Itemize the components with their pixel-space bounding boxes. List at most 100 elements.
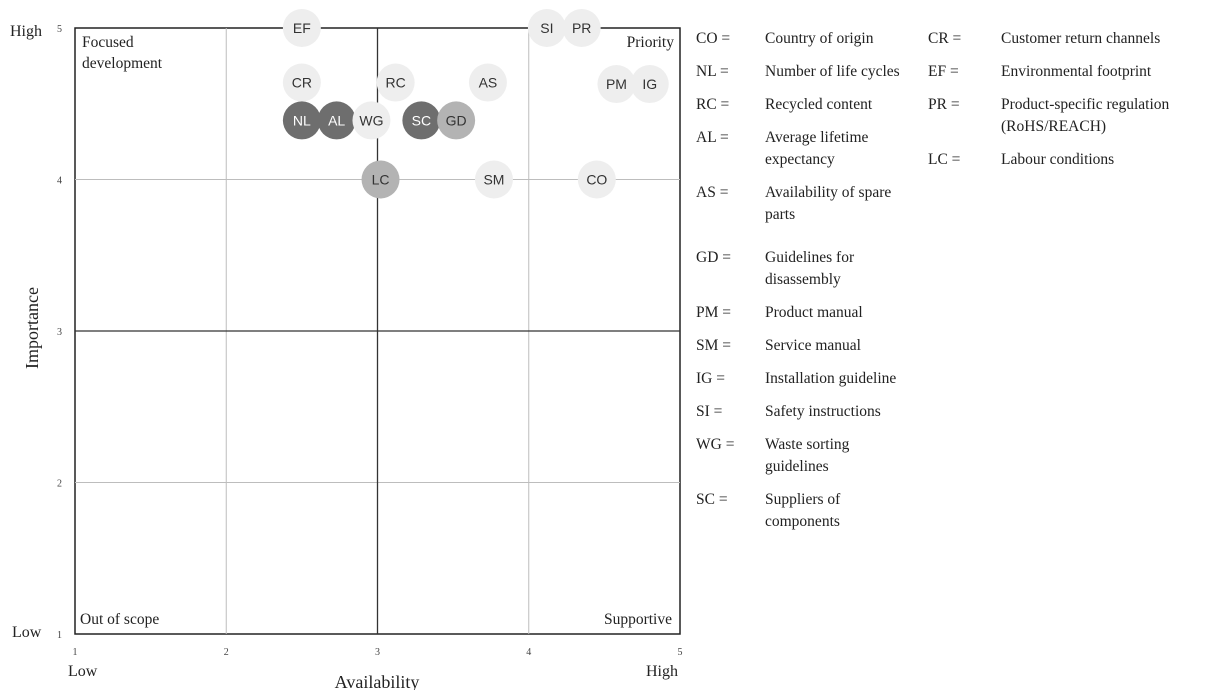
y-tick-label: 3 [57, 327, 62, 338]
y-tick-label: 1 [57, 630, 62, 641]
legend-code: SC = [696, 491, 728, 508]
data-point: PM [597, 65, 636, 104]
data-point: AS [468, 63, 507, 102]
legend-entry: WG = Waste sorting guidelines [696, 436, 850, 475]
data-point: WG [352, 101, 391, 140]
y-high-label: High [10, 23, 42, 40]
data-point-label: IG [642, 76, 657, 92]
data-point-marker [437, 101, 476, 140]
data-point-marker [361, 160, 400, 199]
quadrant-label-bottom-left: Out of scope [80, 611, 159, 628]
data-point-marker [352, 101, 391, 140]
legend-description: Suppliers of [765, 491, 841, 508]
data-point-marker [468, 63, 507, 102]
legend-description: Customer return channels [1001, 30, 1160, 47]
legend-description: Number of life cycles [765, 63, 900, 80]
legend-description: components [765, 513, 840, 530]
legend-code: GD = [696, 249, 731, 266]
data-point-marker [577, 160, 616, 199]
data-point-label: CR [292, 75, 312, 91]
legend-code: IG = [696, 370, 725, 387]
data-point-label: WG [359, 112, 383, 128]
quadrant-label-top-left-line2: development [82, 55, 163, 72]
legend-description: guidelines [765, 458, 829, 475]
legend-description: Service manual [765, 337, 861, 354]
legend-entry: IG = Installation guideline [696, 370, 896, 387]
legend-entry: CR = Customer return channels [928, 30, 1160, 47]
legend-description: Product-specific regulation [1001, 96, 1170, 113]
data-point-label: LC [372, 172, 390, 188]
data-point-label: CO [586, 172, 607, 188]
y-axis-ticks: 1 2 3 4 5 [57, 24, 62, 641]
x-tick-label: 5 [678, 647, 683, 658]
legend-code: WG = [696, 436, 734, 453]
data-point-marker [630, 65, 669, 104]
data-point: PR [562, 9, 601, 47]
quadrant-label-bottom-right: Supportive [604, 611, 672, 628]
legend-entry: SM = Service manual [696, 337, 861, 354]
legend-code: CO = [696, 30, 730, 47]
data-point-label: GD [446, 112, 467, 128]
legend-entry: AL = Average lifetime expectancy [696, 129, 869, 168]
legend-entry: SC = Suppliers of components [696, 491, 841, 530]
legend-code: PR = [928, 96, 960, 113]
legend-entry: RC = Recycled content [696, 96, 873, 113]
data-point: SC [402, 101, 441, 140]
legend-entry: NL = Number of life cycles [696, 63, 900, 80]
data-point-label: SI [540, 20, 553, 36]
data-point: RC [376, 63, 415, 102]
data-point-marker [562, 9, 601, 47]
data-point: SI [527, 9, 566, 47]
legend-description: Recycled content [765, 96, 873, 113]
x-axis-title: Availability [335, 672, 420, 690]
legend-entry: GD = Guidelines for disassembly [696, 249, 855, 288]
legend-description: Country of origin [765, 30, 874, 47]
data-point: EF [282, 9, 321, 47]
data-point-label: NL [293, 112, 311, 128]
legend-entry: AS = Availability of spare parts [696, 184, 891, 223]
legend-entry: LC = Labour conditions [928, 151, 1114, 168]
data-point-marker [474, 160, 513, 199]
legend-code: SM = [696, 337, 731, 354]
x-low-label: Low [68, 663, 98, 680]
legend-description: Waste sorting [765, 436, 850, 453]
legend: CO = Country of origin NL = Number of life … [696, 30, 1170, 530]
legend-description: parts [765, 206, 795, 223]
legend-description: Labour conditions [1001, 151, 1114, 168]
data-point: IG [630, 65, 669, 104]
legend-description: Availability of spare [765, 184, 891, 201]
legend-description: Average lifetime [765, 129, 869, 146]
data-point-label: AS [479, 75, 498, 91]
legend-code: AS = [696, 184, 728, 201]
legend-description: (RoHS/REACH) [1001, 118, 1106, 135]
x-tick-label: 1 [73, 647, 78, 658]
data-point: SM [474, 160, 513, 199]
legend-description: disassembly [765, 271, 841, 288]
x-tick-label: 3 [375, 647, 380, 658]
legend-entry: SI = Safety instructions [696, 403, 881, 420]
y-low-label: Low [12, 624, 42, 641]
data-point-marker [282, 101, 321, 140]
data-point: LC [361, 160, 400, 199]
y-tick-label: 4 [57, 176, 62, 187]
legend-code: LC = [928, 151, 960, 168]
quadrant-label-top-left-line1: Focused [82, 34, 134, 51]
legend-entry: PM = Product manual [696, 304, 863, 321]
x-tick-label: 2 [224, 647, 229, 658]
data-point: GD [437, 101, 476, 140]
data-point-marker [376, 63, 415, 102]
data-point-marker [402, 101, 441, 140]
legend-code: CR = [928, 30, 961, 47]
data-points: EF SI PR CR RC AS PM IG NL AL WG SC GD LC SM CO [282, 9, 669, 199]
data-point-label: SC [412, 112, 431, 128]
legend-code: PM = [696, 304, 731, 321]
data-point-label: RC [386, 75, 406, 91]
legend-entry: CO = Country of origin [696, 30, 874, 47]
legend-code: RC = [696, 96, 729, 113]
data-point-marker [597, 65, 636, 104]
legend-code: EF = [928, 63, 959, 80]
data-point-label: PR [572, 20, 591, 36]
legend-description: Guidelines for [765, 249, 855, 266]
data-point: CR [282, 63, 321, 102]
